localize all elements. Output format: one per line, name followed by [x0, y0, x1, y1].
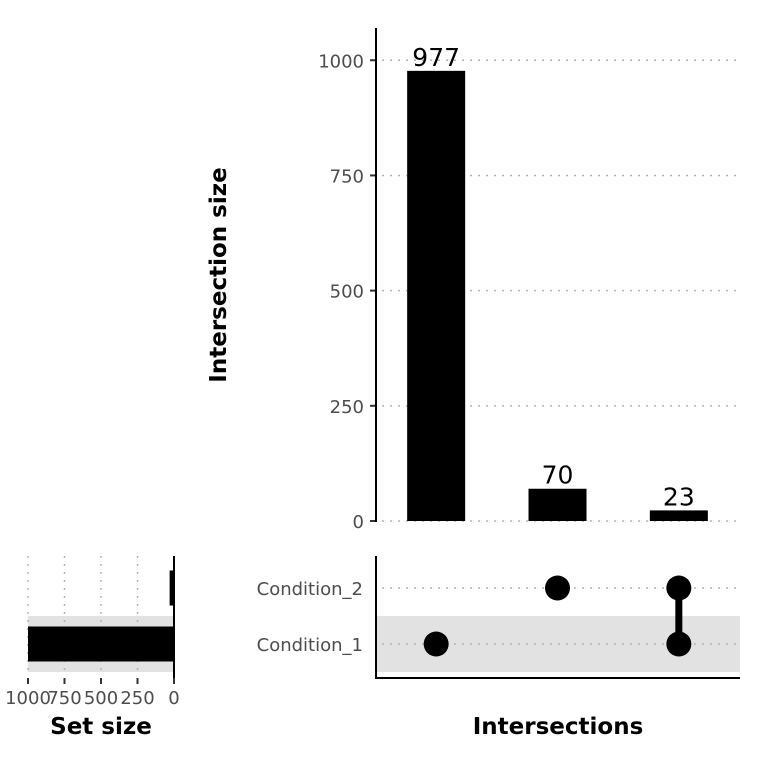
intersection-y-axis-title: Intersection size [206, 167, 232, 382]
intersection-y-tick-label: 750 [330, 166, 364, 187]
intersection-bar [649, 510, 708, 521]
set-size-axis-title: Set size [50, 714, 152, 740]
set-name-label: Condition_1 [257, 635, 363, 656]
set-name-labels: Condition_2 Condition_1 [257, 579, 363, 656]
intersection-y-tick-label: 1000 [318, 51, 364, 72]
intersection-bars [407, 70, 708, 521]
set-size-bars [28, 570, 174, 662]
intersection-bar-labels: 977 70 23 [412, 43, 694, 512]
intersection-y-tick-label: 500 [330, 282, 364, 303]
intersection-y-ticks: 0 250 500 750 1000 [318, 51, 376, 533]
set-size-x-tick-label: 500 [84, 688, 118, 709]
intersection-bar [407, 70, 466, 521]
set-size-bar [169, 570, 174, 606]
matrix-dot [545, 575, 570, 601]
intersection-bar [528, 488, 587, 521]
set-size-x-tick-label: 250 [120, 688, 154, 709]
set-size-x-tick-label: 1000 [5, 688, 51, 709]
set-size-x-tick-label: 0 [168, 688, 179, 709]
intersection-y-tick-label: 0 [353, 512, 364, 533]
intersection-bar-label: 977 [412, 43, 460, 72]
intersection-bar-label: 70 [542, 461, 574, 490]
intersection-y-tick-label: 250 [330, 397, 364, 418]
intersection-bar-label: 23 [663, 482, 695, 511]
set-size-bar [28, 626, 174, 662]
matrix-dot [666, 631, 692, 657]
matrix-dot [423, 631, 449, 657]
set-name-label: Condition_2 [257, 579, 363, 600]
set-size-x-tick-label: 750 [47, 688, 81, 709]
matrix-dot [666, 575, 692, 601]
intersection-x-axis-title: Intersections [473, 714, 644, 740]
matrix-dots [423, 575, 692, 657]
